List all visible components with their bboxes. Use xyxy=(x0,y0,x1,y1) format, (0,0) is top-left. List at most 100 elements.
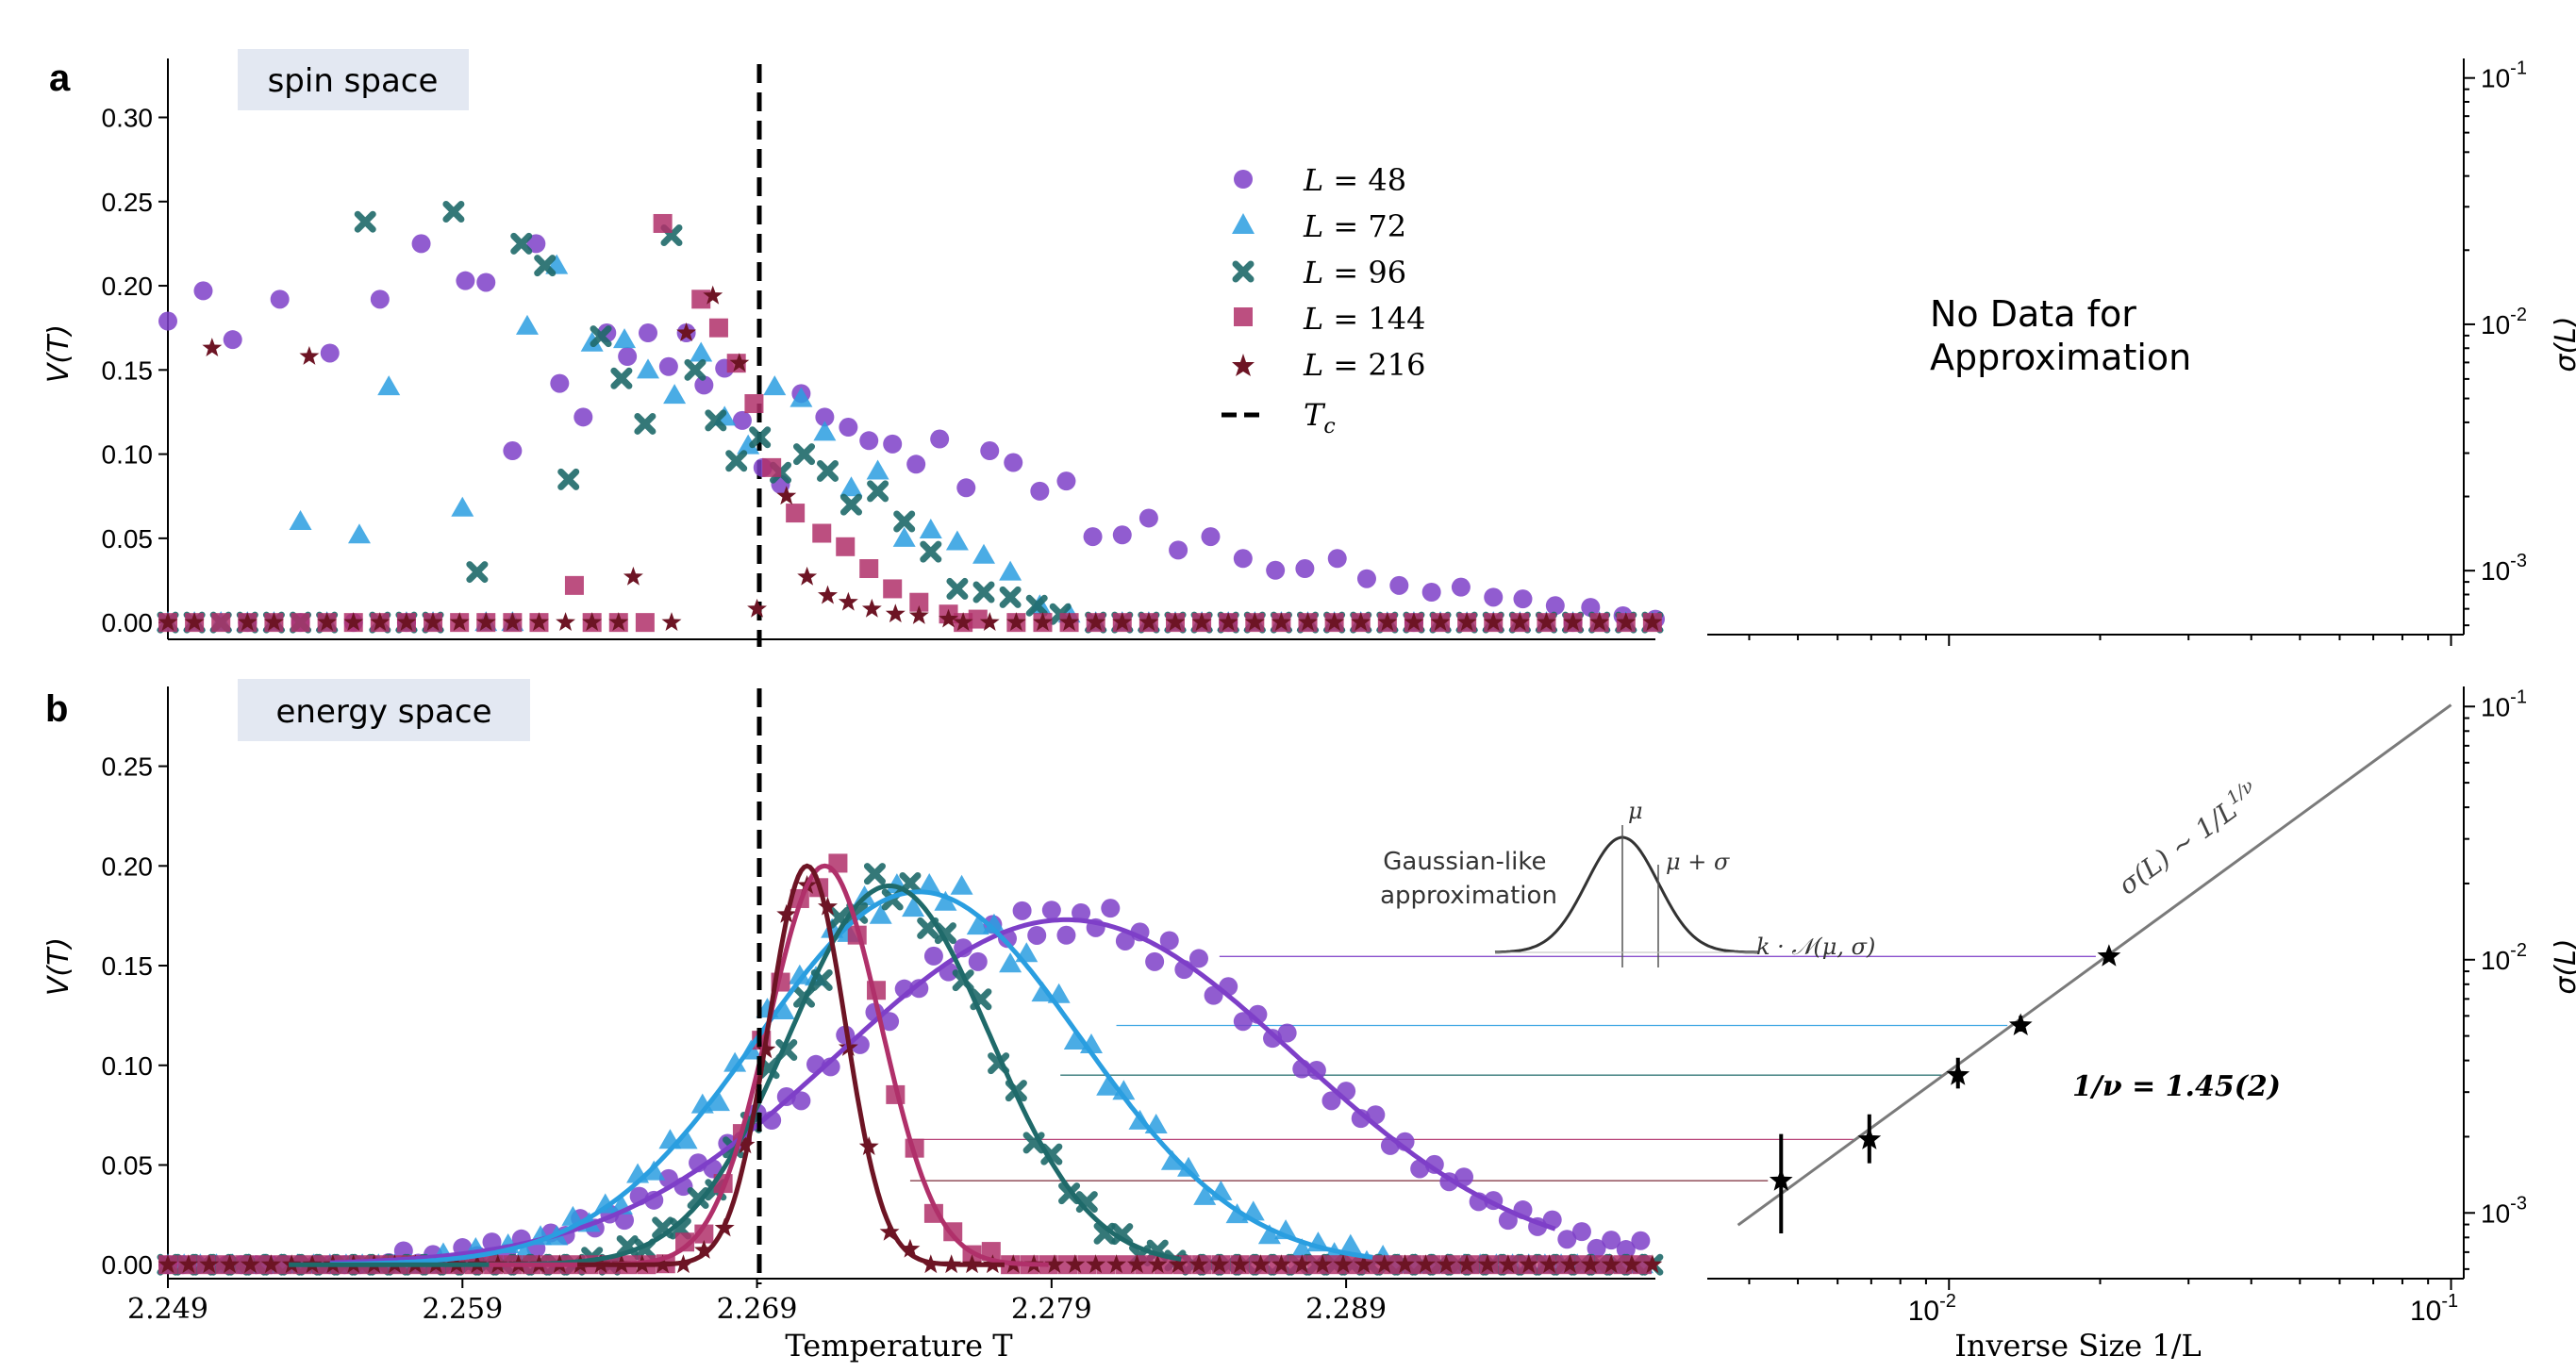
no-data-line-1: No Data for xyxy=(1930,293,2136,335)
panel-a-point-l72 xyxy=(737,434,760,455)
panel-b-point-l216 xyxy=(1456,1254,1477,1274)
panel-b-point-l72 xyxy=(1063,1029,1087,1050)
panel-b-point-l72 xyxy=(772,1000,795,1020)
panel-b-xlabel: Temperature T xyxy=(785,1328,1013,1364)
panel-b-x-ticks: 2.249 2.259 2.269 2.279 2.289 xyxy=(127,1279,1387,1326)
panel-b-right-xtick-label: 10-1 xyxy=(2410,1291,2458,1327)
legend-l48-symbol: L xyxy=(1303,162,1323,198)
panel-a-point-l96 xyxy=(839,493,862,516)
panel-b-point-l216 xyxy=(1188,1254,1209,1274)
panel-a-point-l96 xyxy=(557,468,580,490)
panel-b-point-l216 xyxy=(220,1254,240,1274)
panel-a-point-l72 xyxy=(289,510,312,531)
panel-a-zero-point-l216 xyxy=(661,612,682,631)
panel-a-zero-point-l216 xyxy=(1537,612,1556,631)
panel-b-point-l48 xyxy=(1571,1222,1591,1242)
sigma-points xyxy=(1769,944,2121,1234)
panel-a-zero-point-l216 xyxy=(1430,612,1451,631)
panel-a-point-l216 xyxy=(776,486,797,505)
panel-b-point-l48 xyxy=(1321,1091,1341,1111)
sigma-point xyxy=(2097,944,2121,967)
panel-b-point-l144 xyxy=(1364,1255,1384,1275)
legend-l96-value: = 96 xyxy=(1333,255,1406,290)
panel-a-point-l72 xyxy=(613,328,637,349)
panel-a-point-l144 xyxy=(883,579,903,599)
panel-a-point-l48 xyxy=(1056,471,1076,491)
panel-b-right-xlabel: Inverse Size 1/L xyxy=(1954,1328,2202,1364)
panel-a-zero-point-l216 xyxy=(1642,612,1663,631)
panel-a-point-l48 xyxy=(956,478,976,498)
panel-a-points xyxy=(157,200,1665,634)
legend-l216-symbol: L xyxy=(1303,347,1323,383)
panel-b-point-l48 xyxy=(1557,1230,1577,1249)
panel-a-point-l216 xyxy=(885,603,906,623)
panel-a-point-l48 xyxy=(573,407,593,427)
panel-b-point-l48 xyxy=(909,979,929,999)
panel-a-point-l48 xyxy=(1295,559,1315,579)
panel-b-point-l48 xyxy=(1041,901,1061,920)
panel-b-point-l48 xyxy=(1424,1154,1444,1174)
panel-a-point-l72 xyxy=(813,421,837,441)
panel-b-point-l216 xyxy=(1560,1254,1580,1274)
panel-a-zero-point-l216 xyxy=(1244,612,1265,631)
panel-a-point-l216 xyxy=(299,346,320,365)
panel-b-point-l48 xyxy=(776,1087,796,1107)
panel-a-point-l48 xyxy=(1581,598,1601,618)
panel-b-point-l216 xyxy=(1271,1254,1291,1274)
panel-a-point-l96 xyxy=(684,358,706,381)
panel-a-zero-point-l216 xyxy=(264,612,284,631)
panel-b-xtick-label: 2.259 xyxy=(422,1293,503,1326)
panel-a-zero-point-l216 xyxy=(953,612,973,631)
no-data-line-2: Approximation xyxy=(1930,337,2191,378)
panel-b-point-l72 xyxy=(593,1193,617,1214)
sigma-point xyxy=(1857,1127,1882,1149)
panel-b-point-l48 xyxy=(615,1211,635,1231)
panel-b-point-l48 xyxy=(1072,902,1091,922)
panel-a-zero-point-l216 xyxy=(608,612,629,631)
panel-b-point-l216 xyxy=(178,1254,199,1274)
panel-a-point-l48 xyxy=(476,273,496,292)
fit-curve-l216 xyxy=(577,863,1005,1267)
panel-a-point-l48 xyxy=(158,311,177,331)
panel-a-point-l72 xyxy=(866,459,889,480)
panel-b-right-ytick-label: 10-2 xyxy=(2481,940,2527,975)
panel-a-point-l96 xyxy=(634,412,656,435)
panel-b-point-l72 xyxy=(1290,1238,1314,1259)
panel-b-point-l216 xyxy=(1580,1254,1601,1274)
panel-a-point-l72 xyxy=(919,518,942,538)
panel-b-point-l216 xyxy=(1147,1254,1168,1274)
panel-b-fit-curves xyxy=(289,863,1556,1267)
panel-a-point-l96 xyxy=(946,577,969,600)
panel-a-point-l48 xyxy=(1421,583,1441,603)
panel-b-point-l72 xyxy=(706,1091,730,1112)
panel-a-ytick-label: 0.10 xyxy=(102,440,154,470)
panel-b-point-l72 xyxy=(1160,1149,1184,1170)
panel-b-points xyxy=(157,853,1664,1276)
panel-b-label: b xyxy=(45,688,68,730)
panel-a-point-l48 xyxy=(320,343,340,363)
panel-a-right-ylabel-text: σ(L) xyxy=(2550,316,2576,372)
panel-b-point-l48 xyxy=(968,951,988,971)
panel-a-point-l48 xyxy=(1201,527,1221,547)
panel-a-zero-point-l216 xyxy=(237,612,258,631)
panel-a-point-l48 xyxy=(1266,560,1286,580)
panel-a-point-l96 xyxy=(442,200,465,223)
panel-a-point-l72 xyxy=(999,560,1022,581)
legend-l144-symbol: L xyxy=(1303,301,1323,337)
panel-b-point-l216 xyxy=(900,1238,921,1258)
panel-a-point-l96 xyxy=(725,450,748,472)
panel-a-point-l144 xyxy=(653,213,673,233)
panel-b-point-l216 xyxy=(1621,1254,1642,1274)
panel-b-point-l216 xyxy=(1312,1254,1333,1274)
panel-b-point-l216 xyxy=(1354,1254,1374,1274)
panel-b-point-l216 xyxy=(1251,1254,1271,1274)
legend-marker-l216 xyxy=(1232,354,1255,376)
panel-b-point-l216 xyxy=(1539,1254,1559,1274)
panel-a-point-l48 xyxy=(1356,569,1376,588)
panel-a-point-l48 xyxy=(839,418,858,438)
panel-a-zero-point-l216 xyxy=(529,612,549,631)
panel-b-point-l48 xyxy=(1115,931,1135,950)
panel-a-ytick-label: 0.15 xyxy=(102,355,154,385)
panel-b-ylabel: V(T) xyxy=(42,937,75,996)
panel-a-point-l96 xyxy=(920,540,942,563)
